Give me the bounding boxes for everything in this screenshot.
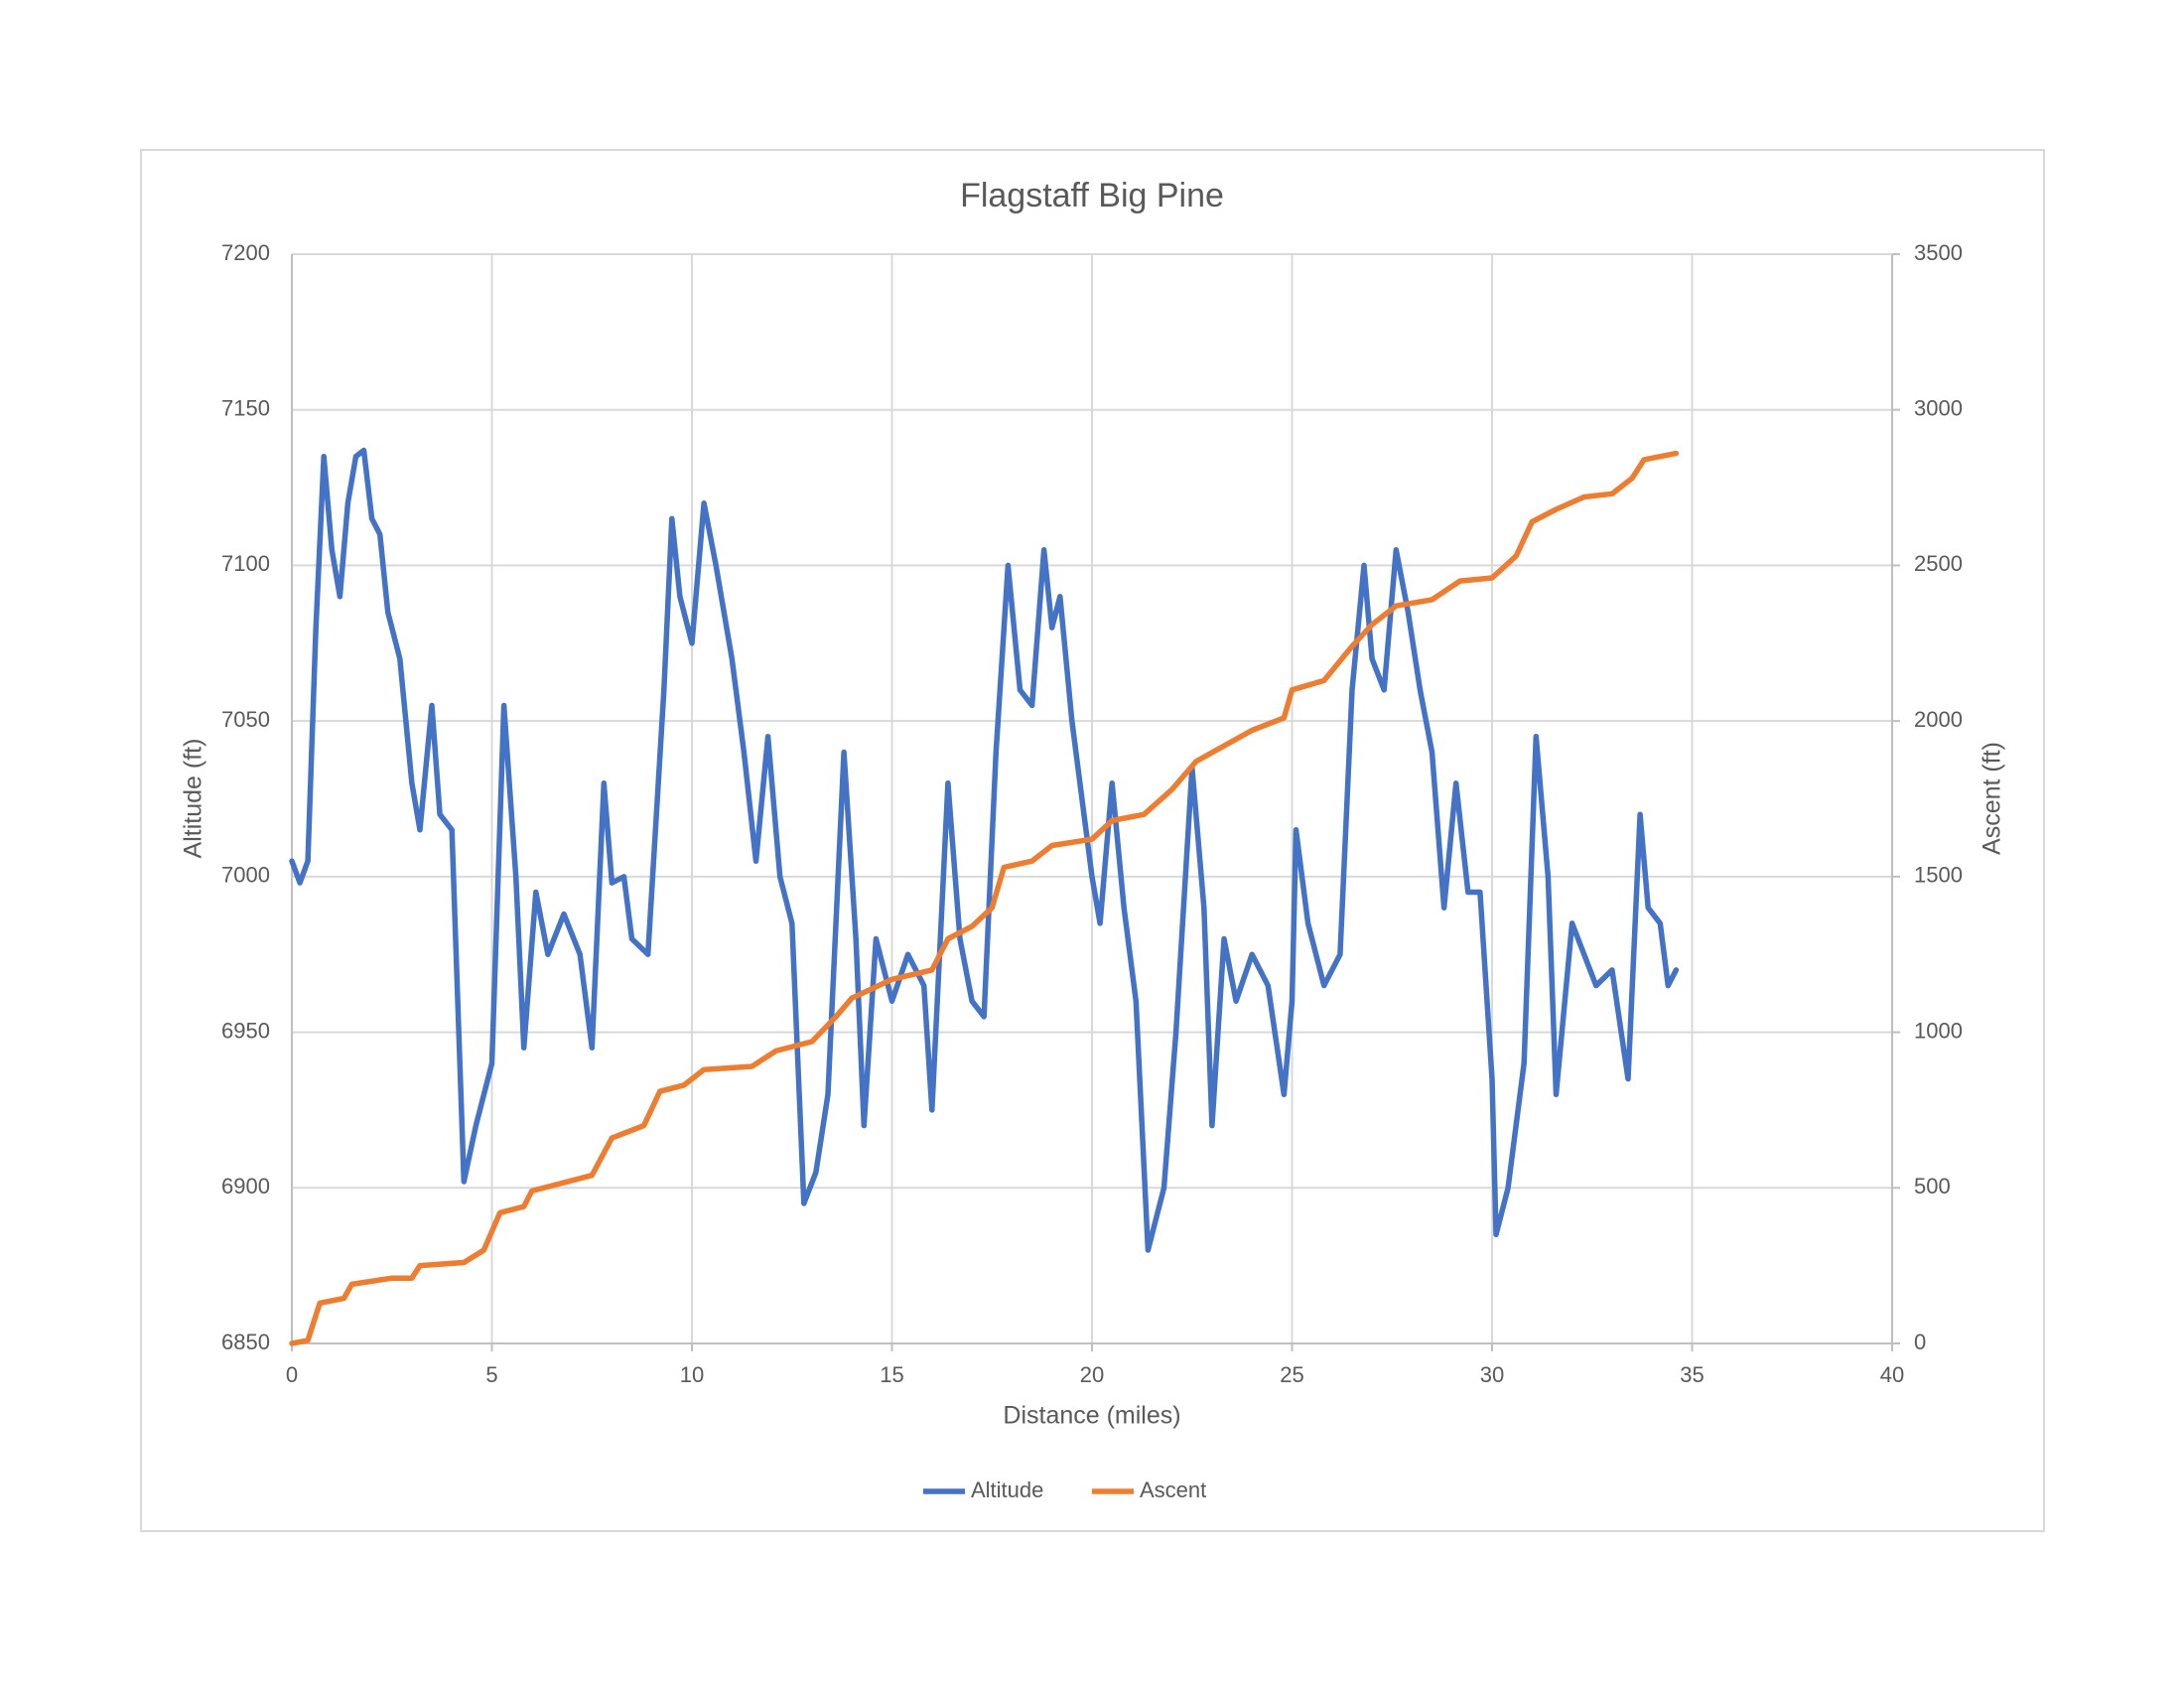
x-tick-label: 5 (485, 1362, 497, 1387)
chart-title: Flagstaff Big Pine (960, 177, 1224, 214)
y2-tick-label: 500 (1914, 1174, 1951, 1198)
x-tick-label: 35 (1680, 1362, 1704, 1387)
x-tick-label: 15 (880, 1362, 903, 1387)
x-tick-label: 25 (1280, 1362, 1303, 1387)
data-line (289, 447, 1680, 1253)
y-tick-label: 7050 (221, 707, 270, 732)
legend-label: Altitude (971, 1477, 1043, 1502)
y2-axis-title: Ascent (ft) (1979, 742, 2006, 855)
x-tick-label: 20 (1080, 1362, 1104, 1387)
y-tick-label: 7150 (221, 396, 270, 421)
y-tick-label: 6950 (221, 1018, 270, 1043)
y-tick-label: 7000 (221, 863, 270, 888)
y-tick-label: 7200 (221, 240, 270, 265)
y-tick-label: 6900 (221, 1174, 270, 1198)
y2-tick-label: 3000 (1914, 396, 1963, 421)
x-axis-title: Distance (miles) (1003, 1402, 1180, 1430)
x-tick-label: 40 (1880, 1362, 1904, 1387)
y-tick-label: 7100 (221, 551, 270, 576)
data-line (289, 450, 1680, 1346)
legend-label: Ascent (1140, 1477, 1206, 1502)
x-tick-label: 0 (286, 1362, 298, 1387)
y2-tick-label: 2000 (1914, 707, 1963, 732)
y2-tick-label: 1500 (1914, 863, 1963, 888)
x-tick-label: 10 (680, 1362, 704, 1387)
y2-tick-label: 0 (1914, 1330, 1926, 1354)
y-axis-title: Altitude (ft) (180, 739, 207, 859)
y2-tick-label: 3500 (1914, 240, 1963, 265)
y2-tick-label: 1000 (1914, 1018, 1963, 1043)
x-tick-label: 30 (1480, 1362, 1504, 1387)
y-tick-label: 6850 (221, 1330, 270, 1354)
y2-tick-label: 2500 (1914, 551, 1963, 576)
